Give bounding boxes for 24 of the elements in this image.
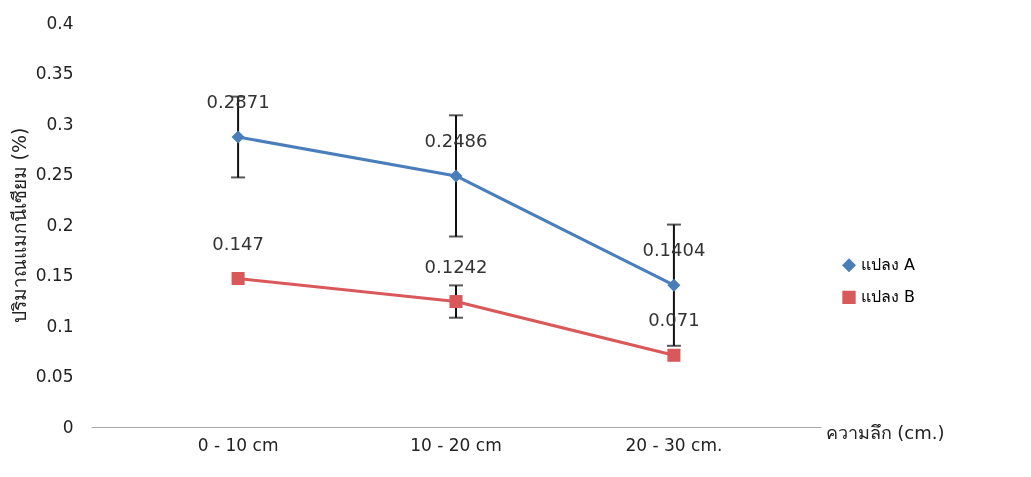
point <box>231 272 245 286</box>
x-tick-label: 10 - 20 cm <box>410 434 502 455</box>
x-tick-label: 0 - 10 cm <box>197 434 279 455</box>
point <box>667 278 681 292</box>
point <box>449 295 463 309</box>
legend-label: แปลง A <box>861 255 916 275</box>
y-tick-label: 0.15 <box>35 265 74 285</box>
x-axis-title: ความลึก (cm.) <box>825 421 945 443</box>
y-tick-label: 0.2 <box>46 214 74 235</box>
y-axis-title: ปริมาณแมกนีเซียม (%) <box>7 127 30 324</box>
y-tick-label: 0.1 <box>46 315 74 336</box>
data-label: 0.1242 <box>424 255 488 277</box>
legend-label: แปลง B <box>861 287 916 307</box>
point <box>231 130 245 144</box>
point <box>667 348 681 362</box>
y-tick-label: 0.4 <box>46 12 74 33</box>
y-tick-label: 0.25 <box>35 164 74 184</box>
y-tick-label: 0.05 <box>35 366 74 386</box>
y-tick-label: 0.35 <box>35 63 74 83</box>
y-tick-label: 0.3 <box>46 113 74 134</box>
point <box>449 169 463 183</box>
y-tick-label: 0 <box>62 416 74 437</box>
x-tick-label: 20 - 30 cm. <box>625 434 723 455</box>
data-label: 0.147 <box>212 232 264 254</box>
